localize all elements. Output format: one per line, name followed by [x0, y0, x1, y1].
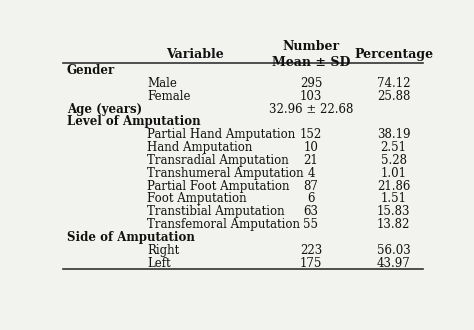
Text: Right: Right: [147, 244, 180, 257]
Text: Partial Hand Amputation: Partial Hand Amputation: [147, 128, 296, 141]
Text: 10: 10: [303, 141, 319, 154]
Text: Variable: Variable: [166, 48, 224, 61]
Text: 2.51: 2.51: [381, 141, 407, 154]
Text: 56.03: 56.03: [377, 244, 410, 257]
Text: Partial Foot Amputation: Partial Foot Amputation: [147, 180, 290, 193]
Text: 13.82: 13.82: [377, 218, 410, 231]
Text: 32.96 ± 22.68: 32.96 ± 22.68: [269, 103, 353, 115]
Text: 1.51: 1.51: [381, 192, 407, 206]
Text: 87: 87: [303, 180, 319, 193]
Text: 1.01: 1.01: [381, 167, 407, 180]
Text: Transtibial Amputation: Transtibial Amputation: [147, 205, 285, 218]
Text: 43.97: 43.97: [377, 257, 410, 270]
Text: Left: Left: [147, 257, 171, 270]
Text: Transfemoral Amputation: Transfemoral Amputation: [147, 218, 301, 231]
Text: 4: 4: [307, 167, 315, 180]
Text: 21.86: 21.86: [377, 180, 410, 193]
Text: Gender: Gender: [66, 64, 115, 77]
Text: Foot Amputation: Foot Amputation: [147, 192, 247, 206]
Text: Hand Amputation: Hand Amputation: [147, 141, 253, 154]
Text: 63: 63: [303, 205, 319, 218]
Text: 295: 295: [300, 77, 322, 90]
Text: 55: 55: [303, 218, 319, 231]
Text: Percentage: Percentage: [354, 48, 433, 61]
Text: 38.19: 38.19: [377, 128, 410, 141]
Text: 21: 21: [303, 154, 318, 167]
Text: 152: 152: [300, 128, 322, 141]
Text: 15.83: 15.83: [377, 205, 410, 218]
Text: 74.12: 74.12: [377, 77, 410, 90]
Text: 6: 6: [307, 192, 315, 206]
Text: Number
Mean ± SD: Number Mean ± SD: [272, 40, 350, 69]
Text: Transradial Amputation: Transradial Amputation: [147, 154, 289, 167]
Text: 103: 103: [300, 90, 322, 103]
Text: Level of Amputation: Level of Amputation: [66, 115, 200, 128]
Text: 175: 175: [300, 257, 322, 270]
Text: Male: Male: [147, 77, 177, 90]
Text: 5.28: 5.28: [381, 154, 407, 167]
Text: Age (years): Age (years): [66, 103, 142, 115]
Text: 25.88: 25.88: [377, 90, 410, 103]
Text: Transhumeral Amputation: Transhumeral Amputation: [147, 167, 304, 180]
Text: Side of Amputation: Side of Amputation: [66, 231, 194, 244]
Text: Female: Female: [147, 90, 191, 103]
Text: 223: 223: [300, 244, 322, 257]
